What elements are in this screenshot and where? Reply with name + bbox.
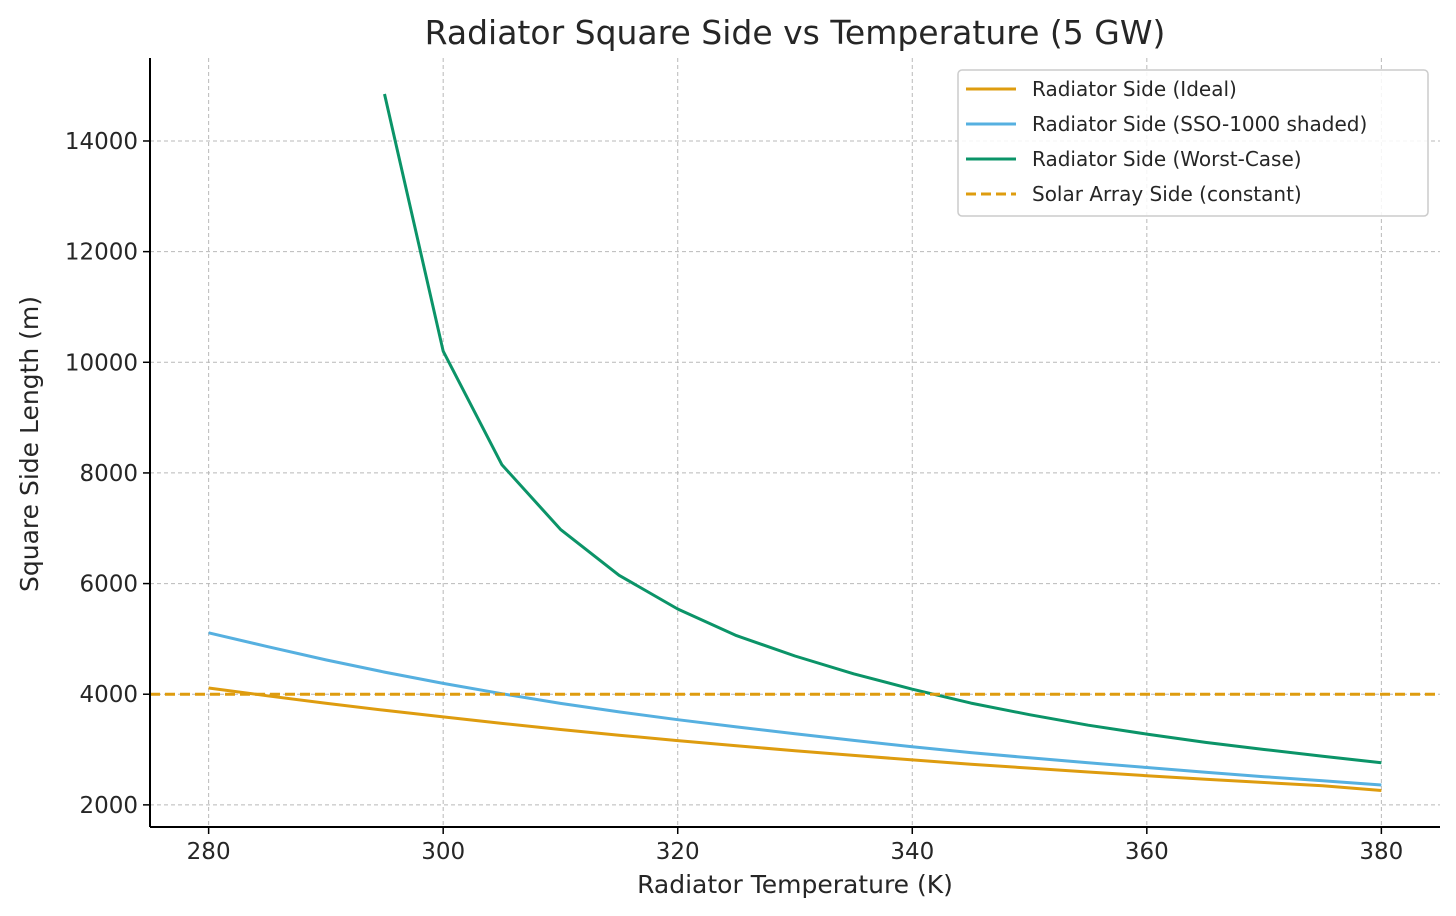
ticks-layer: 280 300 320 340 360 380 2000 4000 6000 8000 10000 1… <box>65 129 1403 865</box>
y-tick-label: 14000 <box>65 129 138 155</box>
y-tick-label: 2000 <box>79 793 138 819</box>
y-tick-label: 8000 <box>79 461 138 487</box>
series-line-3 <box>383 93 1382 765</box>
chart-title: Radiator Square Side vs Temperature (5 G… <box>425 13 1166 52</box>
y-axis-label: Square Side Length (m) <box>15 296 44 592</box>
y-tick-label: 10000 <box>65 350 138 376</box>
legend-frame <box>957 69 1429 217</box>
legend-label-2: Radiator Side (SSO-1000 shaded) <box>1032 112 1367 136</box>
x-tick-label: 360 <box>1125 839 1169 865</box>
series-line-1 <box>208 686 1382 792</box>
y-tick-label: 4000 <box>79 682 138 708</box>
series-line-2 <box>208 631 1382 787</box>
x-tick-label: 300 <box>421 839 465 865</box>
x-tick-label: 340 <box>890 839 934 865</box>
legend-label-4: Solar Array Side (constant) <box>1032 182 1302 206</box>
axes-layer <box>149 58 1440 828</box>
legend: Radiator Side (Ideal) Radiator Side (SSO-… <box>957 69 1429 217</box>
y-tick-label: 12000 <box>65 240 138 266</box>
y-tick-label: 6000 <box>79 572 138 598</box>
x-tick-label: 380 <box>1359 839 1403 865</box>
legend-label-1: Radiator Side (Ideal) <box>1032 77 1237 101</box>
x-axis-label: Radiator Temperature (K) <box>637 870 953 899</box>
x-tick-label: 320 <box>656 839 700 865</box>
series-layer <box>150 93 1440 792</box>
x-tick-label: 280 <box>187 839 231 865</box>
legend-label-3: Radiator Side (Worst-Case) <box>1032 147 1302 171</box>
